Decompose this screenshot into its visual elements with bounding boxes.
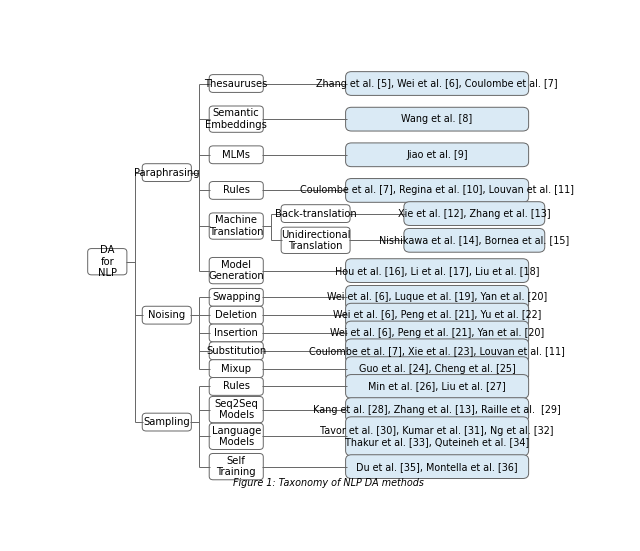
- Text: Mixup: Mixup: [221, 364, 252, 374]
- Text: Semantic
Embeddings: Semantic Embeddings: [205, 109, 267, 130]
- Text: Min et al. [26], Liu et al. [27]: Min et al. [26], Liu et al. [27]: [368, 381, 506, 391]
- FancyBboxPatch shape: [209, 377, 263, 396]
- FancyBboxPatch shape: [209, 397, 263, 423]
- Text: Hou et al. [16], Li et al. [17], Liu et al. [18]: Hou et al. [16], Li et al. [17], Liu et …: [335, 266, 540, 276]
- FancyBboxPatch shape: [209, 360, 263, 377]
- Text: Thesauruses: Thesauruses: [205, 78, 268, 89]
- FancyBboxPatch shape: [209, 106, 263, 132]
- Text: Substitution: Substitution: [206, 346, 266, 356]
- Text: Kang et al. [28], Zhang et al. [13], Raille et al.  [29]: Kang et al. [28], Zhang et al. [13], Rai…: [313, 404, 561, 414]
- Text: Coulombe et al. [7], Xie et al. [23], Louvan et al. [11]: Coulombe et al. [7], Xie et al. [23], Lo…: [309, 346, 565, 356]
- FancyBboxPatch shape: [142, 164, 191, 181]
- Text: Insertion: Insertion: [214, 328, 258, 338]
- FancyBboxPatch shape: [346, 107, 529, 131]
- FancyBboxPatch shape: [142, 306, 191, 324]
- FancyBboxPatch shape: [209, 423, 263, 450]
- FancyBboxPatch shape: [404, 229, 545, 252]
- FancyBboxPatch shape: [142, 413, 191, 431]
- FancyBboxPatch shape: [209, 453, 263, 480]
- Text: Seq2Seq
Models: Seq2Seq Models: [214, 399, 258, 420]
- Text: Figure 1: Taxonomy of NLP DA methods: Figure 1: Taxonomy of NLP DA methods: [232, 478, 424, 488]
- Text: Nishikawa et al. [14], Bornea et al. [15]: Nishikawa et al. [14], Bornea et al. [15…: [379, 235, 570, 245]
- FancyBboxPatch shape: [346, 72, 529, 95]
- Text: Guo et al. [24], Cheng et al. [25]: Guo et al. [24], Cheng et al. [25]: [359, 364, 515, 374]
- FancyBboxPatch shape: [346, 143, 529, 166]
- FancyBboxPatch shape: [346, 398, 529, 422]
- Text: Coulombe et al. [7], Regina et al. [10], Louvan et al. [11]: Coulombe et al. [7], Regina et al. [10],…: [300, 186, 574, 196]
- Text: Wang et al. [8]: Wang et al. [8]: [401, 114, 473, 124]
- FancyBboxPatch shape: [346, 179, 529, 202]
- FancyBboxPatch shape: [209, 146, 263, 164]
- FancyBboxPatch shape: [346, 455, 529, 478]
- FancyBboxPatch shape: [346, 303, 529, 327]
- Text: Deletion: Deletion: [215, 310, 257, 320]
- FancyBboxPatch shape: [281, 204, 350, 223]
- FancyBboxPatch shape: [209, 74, 263, 93]
- Text: Wei et al. [6], Peng et al. [21], Yu et al. [22]: Wei et al. [6], Peng et al. [21], Yu et …: [333, 310, 541, 320]
- FancyBboxPatch shape: [346, 259, 529, 283]
- FancyBboxPatch shape: [346, 321, 529, 345]
- Text: Rules: Rules: [223, 381, 250, 391]
- FancyBboxPatch shape: [209, 257, 263, 284]
- Text: Back-translation: Back-translation: [275, 209, 356, 219]
- Text: Tavor et al. [30], Kumar et al. [31], Ng et al. [32]
Thakur et al. [33], Quteine: Tavor et al. [30], Kumar et al. [31], Ng…: [321, 425, 554, 447]
- Text: Noising: Noising: [148, 310, 186, 320]
- Text: Swapping: Swapping: [212, 293, 260, 302]
- Text: Paraphrasing: Paraphrasing: [134, 168, 200, 177]
- Text: Wei et al. [6], Peng et al. [21], Yan et al. [20]: Wei et al. [6], Peng et al. [21], Yan et…: [330, 328, 544, 338]
- FancyBboxPatch shape: [209, 306, 263, 324]
- Text: Jiao et al. [9]: Jiao et al. [9]: [406, 150, 468, 160]
- Text: Wei et al. [6], Luque et al. [19], Yan et al. [20]: Wei et al. [6], Luque et al. [19], Yan e…: [327, 293, 547, 302]
- Text: MLMs: MLMs: [222, 150, 250, 160]
- Text: Rules: Rules: [223, 186, 250, 196]
- FancyBboxPatch shape: [209, 213, 263, 239]
- Text: DA
for
NLP: DA for NLP: [98, 245, 116, 278]
- FancyBboxPatch shape: [346, 375, 529, 398]
- Text: Machine
Translation: Machine Translation: [209, 215, 264, 237]
- FancyBboxPatch shape: [346, 356, 529, 381]
- Text: Du et al. [35], Montella et al. [36]: Du et al. [35], Montella et al. [36]: [356, 462, 518, 472]
- FancyBboxPatch shape: [281, 227, 350, 253]
- FancyBboxPatch shape: [404, 202, 545, 225]
- FancyBboxPatch shape: [88, 249, 127, 275]
- Text: Self
Training: Self Training: [216, 456, 256, 477]
- FancyBboxPatch shape: [346, 339, 529, 363]
- Text: Zhang et al. [5], Wei et al. [6], Coulombe et al. [7]: Zhang et al. [5], Wei et al. [6], Coulom…: [316, 78, 558, 89]
- FancyBboxPatch shape: [209, 342, 263, 360]
- FancyBboxPatch shape: [346, 417, 529, 456]
- FancyBboxPatch shape: [209, 324, 263, 342]
- Text: Sampling: Sampling: [143, 417, 190, 427]
- Text: Model
Generation: Model Generation: [209, 260, 264, 282]
- FancyBboxPatch shape: [209, 181, 263, 199]
- Text: Xie et al. [12], Zhang et al. [13]: Xie et al. [12], Zhang et al. [13]: [398, 209, 550, 219]
- Text: Unidirectional
Translation: Unidirectional Translation: [281, 230, 350, 251]
- FancyBboxPatch shape: [346, 285, 529, 309]
- FancyBboxPatch shape: [209, 288, 263, 306]
- Text: Language
Models: Language Models: [212, 425, 261, 447]
